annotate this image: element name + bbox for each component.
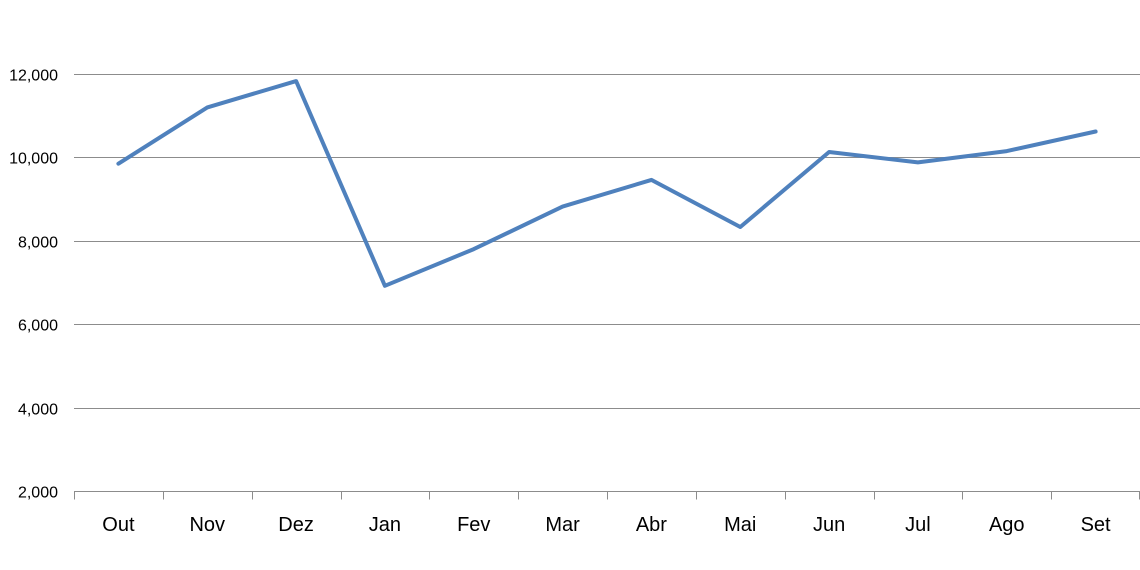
x-tick-label: Jul xyxy=(905,514,931,536)
x-tick-label: Ago xyxy=(989,514,1025,536)
x-tick-label: Fev xyxy=(457,514,490,536)
x-tick-label: Out xyxy=(102,514,135,536)
x-tick-label: Abr xyxy=(636,514,667,536)
x-tick-label: Mar xyxy=(545,514,580,536)
x-tick-label: Nov xyxy=(189,514,225,536)
x-tick-label: Set xyxy=(1081,514,1111,536)
x-tick-label: Mai xyxy=(724,514,756,536)
x-tick-label: Jan xyxy=(369,514,401,536)
y-tick-label: 10,000 xyxy=(9,151,58,168)
x-axis xyxy=(74,491,1140,500)
y-tick-label: 12,000 xyxy=(9,68,58,85)
y-tick-label: 2,000 xyxy=(18,485,58,502)
y-tick-label: 4,000 xyxy=(18,402,58,419)
y-tick-label: 8,000 xyxy=(18,235,58,252)
y-axis-tick-labels: 2,000 4,000 6,000 8,000 10,000 12,000 xyxy=(9,68,58,502)
x-tick-label: Jun xyxy=(813,514,845,536)
x-tick-label: Dez xyxy=(278,514,314,536)
series-line xyxy=(116,79,1098,288)
y-tick-label: 6,000 xyxy=(18,318,58,335)
gridlines xyxy=(74,74,1140,409)
series-layer xyxy=(116,79,1098,288)
x-axis-tick-labels: Out Nov Dez Jan Fev Mar Abr Mai Jun Jul Ago Set xyxy=(102,514,1111,536)
